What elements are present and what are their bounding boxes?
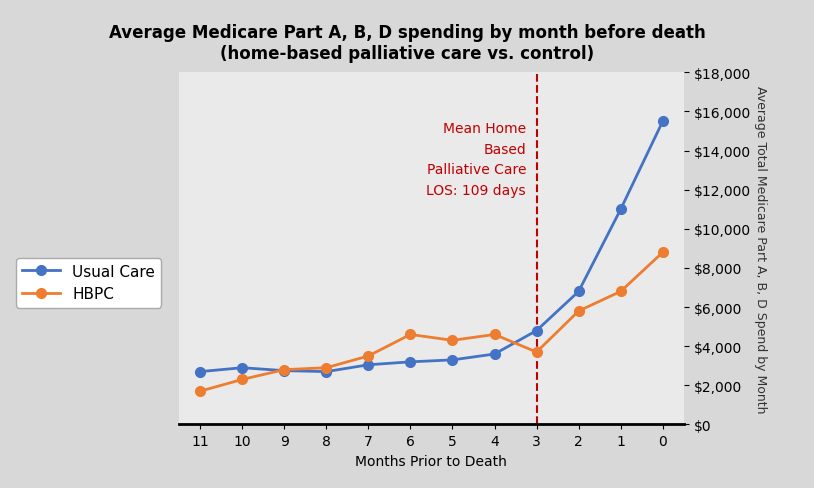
- Text: Mean Home
Based
Palliative Care
LOS: 109 days: Mean Home Based Palliative Care LOS: 109…: [427, 122, 526, 198]
- Text: Average Medicare Part A, B, D spending by month before death
(home-based palliat: Average Medicare Part A, B, D spending b…: [108, 24, 706, 63]
- Y-axis label: Average Total Medicare Part A, B, D Spend by Month: Average Total Medicare Part A, B, D Spen…: [755, 85, 768, 412]
- Legend: Usual Care, HBPC: Usual Care, HBPC: [15, 258, 161, 308]
- X-axis label: Months Prior to Death: Months Prior to Death: [356, 454, 507, 468]
